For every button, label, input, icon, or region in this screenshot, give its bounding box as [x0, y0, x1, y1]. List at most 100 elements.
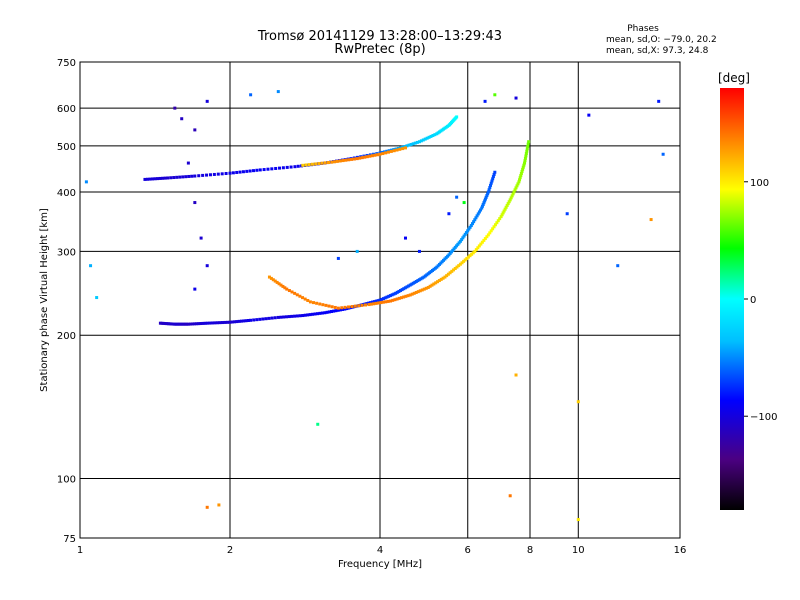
echo-point	[403, 286, 407, 290]
echo-point	[161, 176, 165, 180]
echo-point	[355, 157, 359, 161]
echo-point	[252, 318, 256, 322]
echo-point	[458, 239, 462, 243]
echo-point	[508, 198, 512, 202]
echo-point	[293, 314, 297, 318]
echo-point	[522, 163, 526, 167]
echo-point	[418, 289, 422, 293]
echo-point	[482, 238, 486, 242]
echo-point	[465, 257, 469, 261]
echo-point	[367, 303, 371, 307]
echo-point	[479, 242, 483, 246]
echo-point	[460, 261, 464, 265]
echo-point	[245, 169, 249, 173]
echo-point	[171, 322, 175, 326]
echo-point	[225, 320, 229, 324]
echo-point	[165, 322, 169, 326]
echo-point	[485, 235, 489, 239]
echo-point	[447, 212, 451, 216]
echo-point	[278, 166, 282, 170]
echo-point	[476, 246, 480, 250]
echo-point	[215, 321, 219, 325]
echo-point	[483, 237, 487, 241]
echo-point	[481, 202, 485, 206]
echo-point	[406, 294, 410, 298]
echo-point	[424, 286, 428, 290]
y-tick-label: 750	[57, 58, 76, 69]
echo-point	[374, 299, 378, 303]
echo-point	[357, 304, 361, 308]
echo-point	[178, 175, 182, 179]
echo-point	[486, 192, 490, 196]
echo-point	[455, 115, 459, 119]
echo-point	[248, 169, 252, 173]
echo-point	[462, 201, 466, 205]
echo-point	[422, 287, 426, 291]
echo-point	[295, 293, 299, 297]
echo-point	[414, 279, 418, 283]
echo-point	[205, 321, 209, 325]
x-tick-label: 8	[527, 545, 533, 556]
echo-point	[514, 373, 518, 377]
y-tick-label: 75	[63, 534, 76, 545]
echo-point	[249, 318, 253, 322]
y-tick-label: 200	[57, 331, 76, 342]
echo-point	[523, 161, 527, 165]
echo-point	[407, 284, 411, 288]
echo-point	[325, 310, 329, 314]
colorbar-tick-label: 100	[750, 178, 769, 189]
echo-point	[320, 161, 324, 165]
y-axis-label: Stationary phase Virtual Height [km]	[39, 208, 50, 392]
echo-point	[476, 212, 480, 216]
echo-point	[521, 167, 525, 171]
echo-point	[193, 128, 197, 132]
echo-point	[315, 312, 319, 316]
echo-point	[208, 173, 212, 177]
echo-point	[343, 305, 347, 309]
echo-point	[281, 284, 285, 288]
echo-point	[327, 310, 331, 314]
echo-point	[238, 170, 242, 174]
echo-point	[464, 231, 468, 235]
echo-point	[466, 255, 470, 259]
echo-point	[338, 159, 342, 163]
echo-point	[616, 264, 620, 268]
echo-point	[89, 264, 93, 268]
x-axis-label: Frequency [MHz]	[338, 559, 422, 570]
echo-point	[480, 206, 484, 210]
y-tick-label: 400	[57, 188, 76, 199]
echo-point	[470, 222, 474, 226]
echo-point	[358, 156, 362, 160]
echo-point	[266, 167, 270, 171]
stats-title: Phases	[627, 24, 659, 34]
echo-point	[416, 279, 420, 283]
echo-point	[363, 155, 367, 159]
echo-point	[649, 218, 653, 222]
echo-point	[176, 322, 180, 326]
echo-point	[416, 290, 420, 294]
echo-point	[399, 289, 403, 293]
echo-point	[496, 219, 500, 223]
echo-point	[474, 216, 478, 220]
echo-point	[344, 158, 348, 162]
echo-point	[486, 233, 490, 237]
echo-point	[235, 170, 239, 174]
colorbar	[720, 88, 744, 510]
echo-point	[180, 322, 184, 326]
echo-point	[284, 315, 288, 319]
echo-point	[468, 254, 472, 258]
echo-point	[441, 276, 445, 280]
echo-point	[285, 165, 289, 169]
echo-point	[270, 316, 274, 320]
echo-point	[419, 277, 423, 281]
echo-point	[405, 144, 409, 148]
echo-point	[403, 236, 407, 240]
echo-point	[330, 160, 334, 164]
echo-point	[405, 285, 409, 289]
echo-point	[513, 188, 517, 192]
echo-point	[289, 165, 293, 169]
echo-point	[203, 321, 207, 325]
echo-point	[258, 168, 262, 172]
echo-point	[395, 297, 399, 301]
echo-point	[385, 295, 389, 299]
